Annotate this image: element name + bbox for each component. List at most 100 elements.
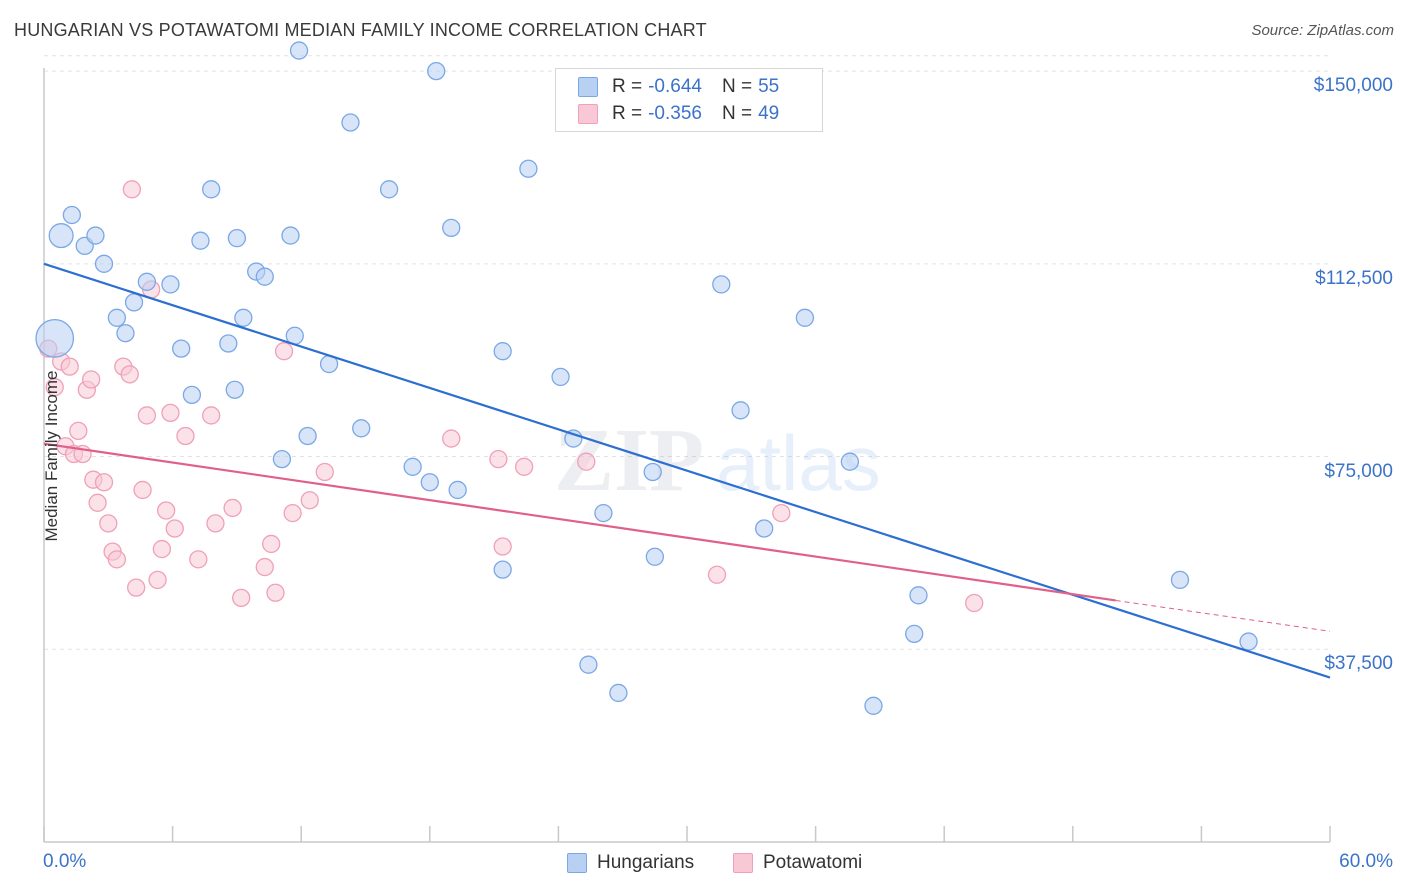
hungarians-point bbox=[62, 205, 82, 225]
y-tick-label: $150,000 bbox=[1313, 75, 1393, 97]
hungarians-point bbox=[909, 586, 928, 605]
hungarians-point bbox=[420, 473, 439, 492]
hungarians-point bbox=[551, 367, 570, 387]
potawatomi-point bbox=[157, 501, 176, 520]
potawatomi-point bbox=[707, 565, 727, 584]
n-label: N = bbox=[721, 76, 753, 97]
potawatomi-point bbox=[442, 429, 461, 448]
legend-label-hungarians: Hungarians bbox=[597, 852, 695, 873]
potawatomi-point bbox=[262, 534, 281, 554]
hungarians-point bbox=[227, 228, 247, 248]
hungarians-point bbox=[442, 218, 461, 238]
watermark-zip: ZIP bbox=[554, 411, 704, 510]
hungarians-point bbox=[86, 226, 105, 245]
potawatomi-point bbox=[283, 503, 302, 523]
hungarians-point bbox=[840, 452, 860, 471]
potawatomi-point bbox=[300, 491, 319, 510]
potawatomi-point bbox=[161, 403, 180, 423]
hungarians-point bbox=[172, 339, 191, 358]
hungarians-point bbox=[579, 655, 598, 674]
legend-row-hungarians: R = -0.644 N = 55 bbox=[578, 75, 779, 99]
watermark: ZIP atlas bbox=[554, 411, 881, 510]
hungarians-point bbox=[1170, 570, 1190, 590]
hungarians-point bbox=[712, 275, 731, 294]
y-axis-label: Median Family Income bbox=[42, 370, 61, 542]
legend-swatch-blue bbox=[567, 853, 587, 873]
potawatomi-point bbox=[45, 378, 64, 397]
potawatomi-trend-line bbox=[1115, 599, 1331, 632]
y-tick-label: $37,500 bbox=[1324, 653, 1393, 675]
source-credit: Source: ZipAtlas.com bbox=[1251, 22, 1394, 39]
grid-lines bbox=[44, 55, 1330, 650]
legend-item-potawatomi[interactable]: Potawatomi bbox=[733, 852, 862, 874]
hungarians-point bbox=[564, 429, 583, 448]
hungarians-point bbox=[645, 547, 664, 566]
potawatomi-point bbox=[133, 480, 152, 500]
hungarians-point bbox=[594, 503, 613, 523]
legend-item-hungarians[interactable]: Hungarians bbox=[567, 852, 694, 874]
n-value: 49 bbox=[758, 103, 780, 124]
r-label: R = bbox=[612, 103, 643, 124]
hungarians-point bbox=[352, 419, 371, 438]
hungarians-point bbox=[519, 159, 538, 178]
hungarians-point bbox=[289, 41, 309, 60]
hungarians-point bbox=[116, 324, 135, 343]
hungarians-point bbox=[35, 319, 75, 358]
hungarians-point bbox=[298, 426, 317, 446]
legend-label-potawatomi: Potawatomi bbox=[763, 852, 863, 873]
legend-swatch-pink bbox=[733, 853, 753, 873]
potawatomi-point bbox=[514, 457, 534, 476]
potawatomi-point bbox=[772, 503, 791, 523]
legend-swatch-blue bbox=[578, 77, 598, 97]
hungarians-point bbox=[755, 519, 774, 538]
hungarians-point bbox=[272, 449, 292, 469]
potawatomi-point bbox=[232, 588, 251, 608]
potawatomi-point bbox=[152, 539, 172, 559]
potawatomi-point bbox=[165, 519, 184, 538]
hungarians-point bbox=[191, 231, 210, 250]
potawatomi-point bbox=[176, 426, 195, 446]
hungarians-point bbox=[48, 223, 74, 249]
potawatomi-trend-line bbox=[43, 442, 1116, 602]
r-label: R = bbox=[612, 76, 643, 97]
n-label: N = bbox=[721, 103, 753, 124]
hungarians-point bbox=[255, 267, 274, 286]
potawatomi-point bbox=[274, 342, 294, 361]
potawatomi-point bbox=[965, 593, 984, 613]
potawatomi-point bbox=[122, 180, 142, 199]
potawatomi-point bbox=[69, 421, 88, 441]
potawatomi-point bbox=[88, 493, 107, 512]
hungarians-point bbox=[731, 401, 750, 420]
hungarians-point bbox=[234, 308, 253, 327]
chart-title: HUNGARIAN VS POTAWATOMI MEDIAN FAMILY IN… bbox=[14, 20, 707, 40]
correlation-legend: R = -0.644 N = 55 R = -0.356 N = 49 bbox=[555, 68, 823, 132]
hungarians-point bbox=[609, 683, 628, 703]
hungarians-point bbox=[1239, 632, 1258, 651]
hungarians-point bbox=[202, 180, 221, 199]
potawatomi-point bbox=[493, 537, 512, 556]
potawatomi-point bbox=[127, 578, 146, 597]
hungarians-point bbox=[281, 226, 300, 245]
hungarians-trend-line bbox=[43, 262, 1331, 679]
hungarians-point bbox=[864, 696, 883, 715]
r-value: -0.644 bbox=[648, 76, 702, 97]
hungarians-point bbox=[161, 275, 180, 294]
n-value: 55 bbox=[758, 76, 780, 97]
potawatomi-point bbox=[82, 370, 101, 389]
hungarians-point bbox=[379, 180, 399, 199]
series-hungarians bbox=[35, 41, 1258, 715]
series-legend: Hungarians Potawatomi bbox=[0, 852, 1406, 878]
hungarians-point bbox=[403, 457, 422, 476]
legend-row-potawatomi: R = -0.356 N = 49 bbox=[578, 102, 779, 126]
hungarians-point bbox=[427, 61, 446, 81]
hungarians-point bbox=[225, 380, 244, 399]
hungarians-point bbox=[124, 293, 144, 312]
series-potawatomi bbox=[39, 180, 984, 613]
trend-lines bbox=[43, 262, 1331, 679]
hungarians-point bbox=[905, 624, 924, 644]
axes bbox=[43, 68, 1331, 843]
potawatomi-point bbox=[94, 473, 114, 492]
hungarians-point bbox=[493, 342, 512, 361]
hungarians-point bbox=[643, 462, 662, 482]
